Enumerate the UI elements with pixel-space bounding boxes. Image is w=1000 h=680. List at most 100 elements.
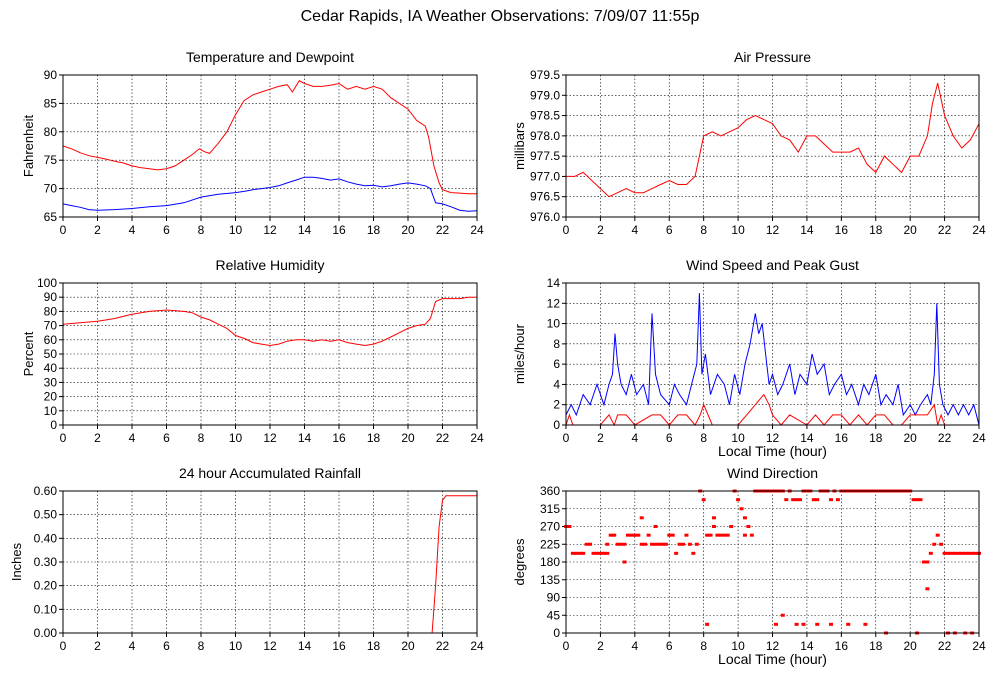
x-tick-label: 10 [229,431,243,445]
x-tick-label: 12 [263,639,277,653]
x-tick-label: 14 [800,431,814,445]
x-tick-label: 2 [94,223,101,237]
x-tick-label: 24 [470,223,484,237]
x-tick-label: 14 [298,223,312,237]
y-tick-label: 90 [44,290,58,304]
data-point [742,516,747,520]
x-tick-label: 22 [436,223,450,237]
x-tick-label: 10 [731,639,745,653]
data-point [815,622,820,626]
data-point [925,587,930,591]
plot-frame [565,490,980,634]
x-tick-label: 24 [972,431,986,445]
x-tick-label: 8 [198,639,205,653]
x-tick-label: 14 [800,639,814,653]
data-point [615,542,620,546]
data-point [932,542,937,546]
data-point [594,551,599,555]
y-tick-label: 70 [44,182,58,196]
x-axis-label: Local Time (hour) [718,651,827,667]
y-tick-label: 85 [44,96,58,110]
series-line-1 [62,176,478,212]
x-tick-label: 4 [129,431,136,445]
x-tick-label: 14 [800,223,814,237]
x-tick-label: 20 [401,431,415,445]
data-point [705,622,710,626]
data-point [829,498,834,502]
data-point [691,551,696,555]
data-point [815,498,820,502]
data-point [835,498,840,502]
x-tick-label: 6 [163,431,170,445]
x-tick-label: 8 [198,431,205,445]
y-axis-label: degrees [512,538,527,585]
data-point [952,551,957,555]
chart-title: 24 hour Accumulated Rainfall [179,465,361,481]
x-tick-label: 18 [869,639,883,653]
x-tick-label: 8 [700,431,707,445]
y-tick-label: 270 [540,520,560,534]
y-tick-label: 0 [553,626,560,640]
y-tick-label: 180 [540,555,560,569]
y-tick-label: 8 [553,337,560,351]
x-tick-label: 0 [563,639,570,653]
data-point [963,551,968,555]
data-point [629,533,634,537]
data-point [939,542,944,546]
y-tick-label: 6 [553,357,560,371]
x-tick-label: 16 [835,223,849,237]
chart-title: Wind Speed and Peak Gust [686,257,859,273]
data-point [711,516,716,520]
data-point [622,560,627,564]
data-point [681,542,686,546]
y-tick-label: 0.40 [34,531,58,545]
data-point [956,551,961,555]
y-tick-label: 14 [547,276,561,290]
data-point [794,622,799,626]
x-tick-label: 2 [597,431,604,445]
data-point [915,498,920,502]
y-tick-label: 976.5 [530,190,560,204]
data-point [705,533,710,537]
data-point [612,533,617,537]
data-point [687,542,692,546]
data-point [736,498,741,502]
y-axis-label: Inches [9,542,24,581]
data-point [608,533,613,537]
data-point [794,498,799,502]
chart-title: Relative Humidity [216,257,325,273]
chart-title: Wind Direction [727,465,818,481]
x-tick-label: 12 [263,431,277,445]
data-point [742,533,747,537]
y-tick-label: 225 [540,537,560,551]
data-point [725,533,730,537]
x-tick-label: 8 [700,639,707,653]
y-tick-label: 90 [547,591,561,605]
y-tick-label: 979.5 [530,68,560,82]
y-tick-label: 80 [44,304,58,318]
data-point [574,551,579,555]
data-point [619,542,624,546]
x-tick-label: 4 [631,431,638,445]
x-tick-label: 10 [731,431,745,445]
x-tick-label: 6 [163,639,170,653]
x-tick-label: 0 [60,431,67,445]
chart-title: Air Pressure [734,49,811,65]
data-point [918,498,923,502]
y-tick-label: 65 [44,210,58,224]
x-tick-label: 22 [436,431,450,445]
data-point [970,551,975,555]
data-point [570,551,575,555]
x-tick-label: 20 [903,223,917,237]
data-point [718,533,723,537]
x-tick-label: 0 [60,639,67,653]
series-line-0 [62,80,477,195]
y-tick-label: 0.30 [34,555,58,569]
y-tick-label: 60 [44,333,58,347]
x-tick-label: 20 [903,639,917,653]
page-title: Cedar Rapids, IA Weather Observations: 7… [300,8,700,25]
y-axis-label: miles/hour [512,323,527,384]
x-tick-label: 6 [666,639,673,653]
